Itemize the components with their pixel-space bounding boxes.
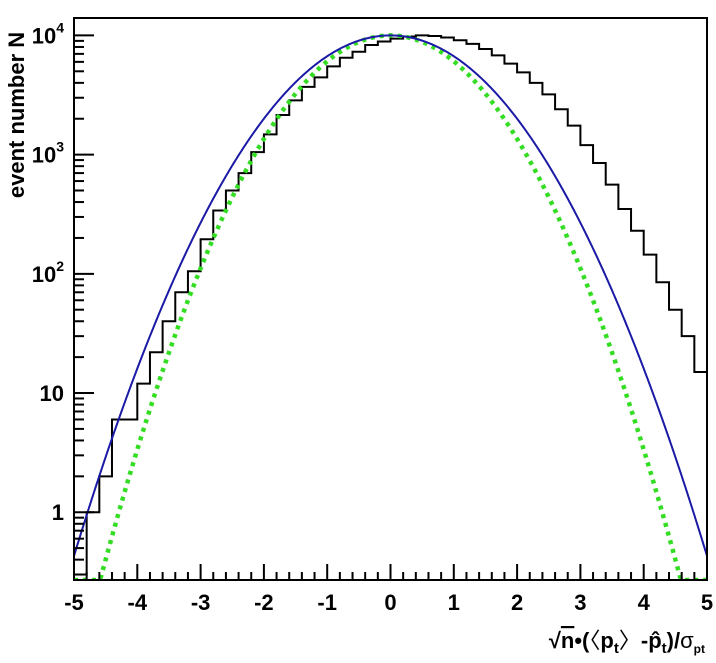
y-tick-base: 10 — [32, 262, 56, 287]
x-title-rang: 〉 — [619, 628, 641, 653]
x-title-close: ) — [667, 628, 674, 653]
x-title-p-hat: p̂ — [648, 628, 661, 653]
y-tick-label: 10 — [40, 381, 64, 406]
y-tick-base: 10 — [40, 381, 64, 406]
y-tick-base: 1 — [52, 500, 64, 525]
x-tick-label: -3 — [191, 590, 211, 615]
y-tick-base: 10 — [32, 23, 56, 48]
x-title-open: ( — [582, 628, 590, 653]
x-tick-label: -1 — [317, 590, 337, 615]
x-tick-label: -5 — [64, 590, 84, 615]
x-title-sigma: σ — [680, 628, 694, 653]
x-title-t-sub2: t — [662, 640, 667, 657]
reference-gaussian-series — [74, 33, 707, 580]
x-tick-label: 4 — [638, 590, 651, 615]
y-tick-exponent: 2 — [56, 258, 64, 274]
x-title-pt-sub: pt — [694, 642, 705, 656]
y-tick-label: 104 — [32, 19, 64, 48]
fit-curve-series — [74, 34, 707, 557]
y-tick-exponent: 3 — [56, 139, 64, 155]
x-title-n: n — [561, 628, 574, 653]
y-tick-label: 103 — [32, 139, 64, 168]
plot-frame — [73, 17, 708, 581]
x-tick-label: -4 — [128, 590, 148, 615]
x-tick-label: 3 — [574, 590, 586, 615]
y-tick-label: 1 — [52, 500, 64, 525]
x-tick-label: 2 — [511, 590, 523, 615]
y-axis-title: event number N — [4, 32, 29, 198]
x-title-minus: - — [641, 628, 648, 653]
x-axis-ticks: -5 -4 -3 -2 -1 0 1 2 3 4 5 — [64, 564, 713, 615]
y-tick-label: 102 — [32, 258, 64, 287]
x-title-sqrt: √ — [549, 628, 562, 653]
x-tick-label: 1 — [448, 590, 460, 615]
x-title-t-sub: t — [614, 640, 619, 657]
y-tick-exponent: 4 — [56, 19, 64, 35]
x-tick-label: -2 — [254, 590, 274, 615]
y-tick-base: 10 — [32, 143, 56, 168]
plot-content — [74, 33, 707, 580]
x-title-slash: / — [674, 628, 680, 653]
x-title-dot: • — [574, 628, 582, 653]
x-tick-label: 0 — [384, 590, 396, 615]
x-axis-title: √n•(〈pt〉-p̂t)/σpt — [549, 628, 705, 657]
x-tick-label: 5 — [701, 590, 713, 615]
x-title-lang: 〈 — [589, 628, 600, 653]
x-title-p: p — [600, 628, 613, 653]
